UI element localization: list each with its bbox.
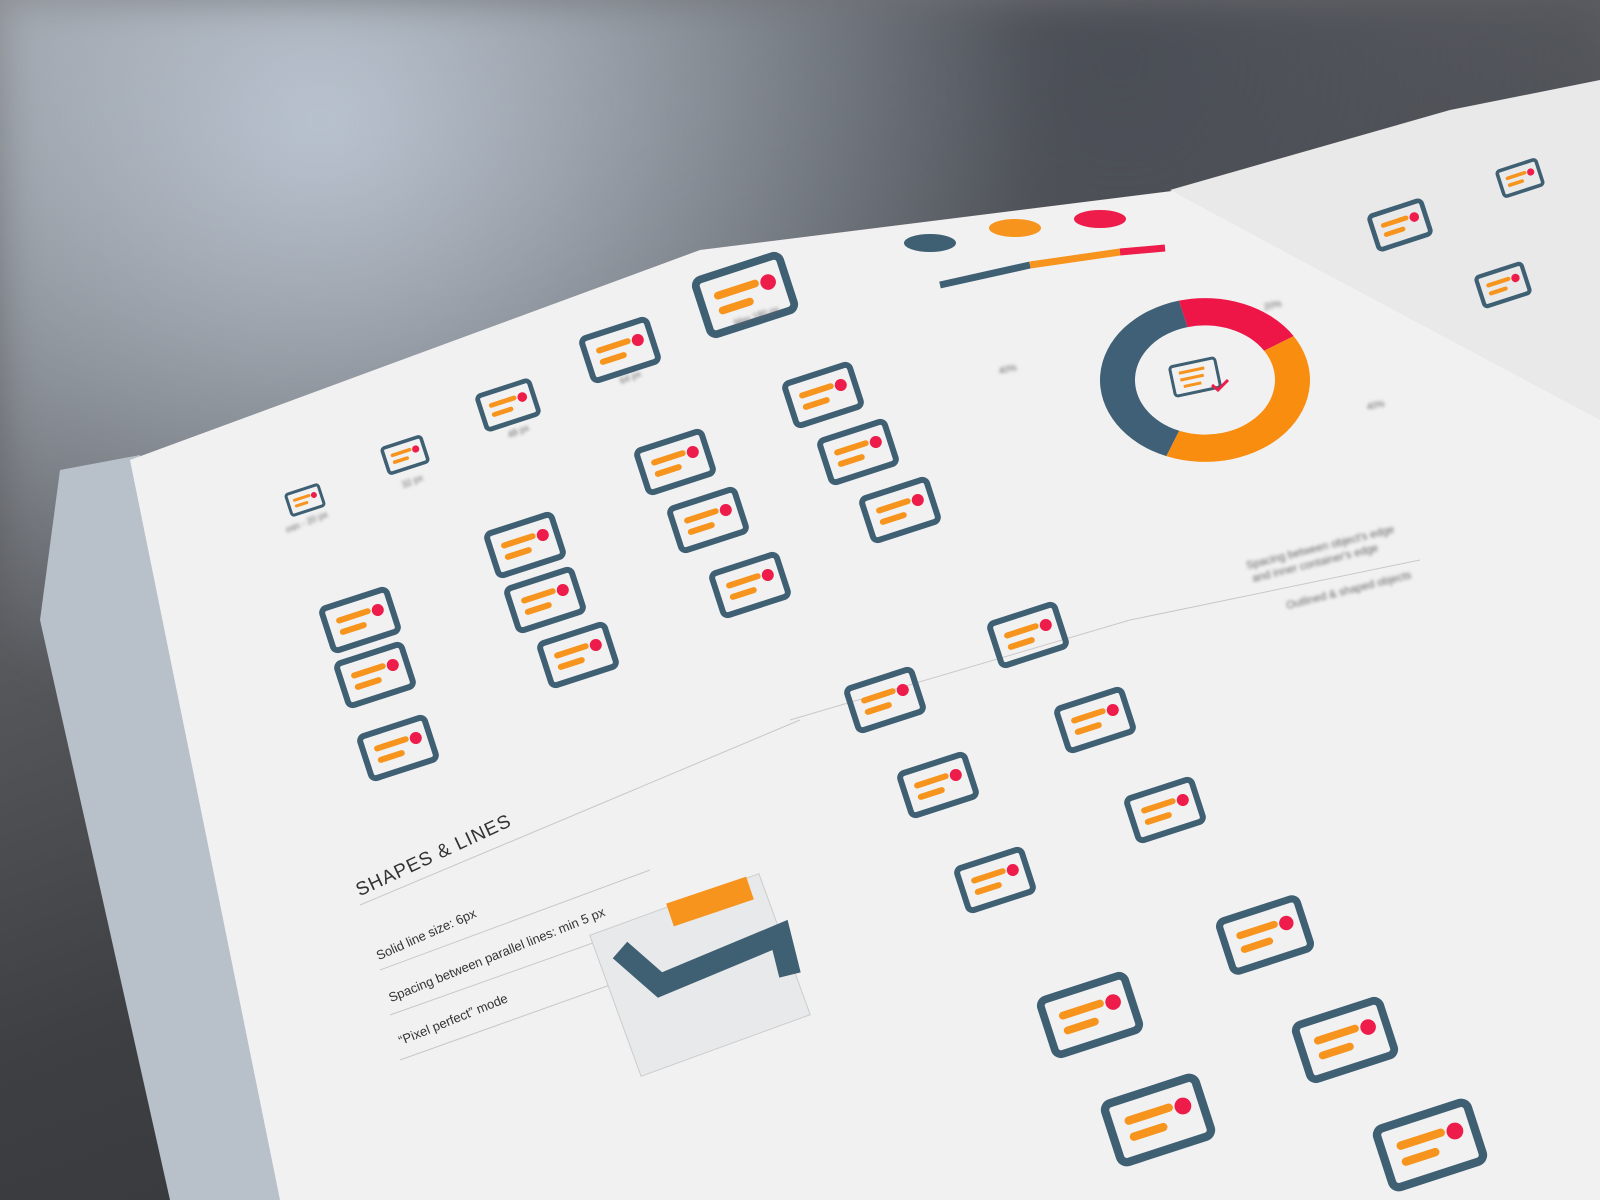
report-icon: [1215, 895, 1315, 975]
antenna-icon: [1291, 996, 1399, 1084]
star-card-icon: [954, 846, 1036, 914]
left-page: [130, 190, 1600, 1200]
mail-icon: [1372, 1098, 1488, 1192]
support-icon: [1036, 971, 1144, 1059]
presentation-icon: [537, 621, 619, 689]
image-icon: [817, 418, 899, 486]
chat-icon: [634, 428, 716, 496]
board-icon: [357, 714, 439, 782]
car-icon: [319, 586, 401, 654]
contact-screen-icon: [897, 751, 979, 819]
video-icon: [380, 435, 430, 475]
donut-segment: [1166, 336, 1310, 462]
mail-icon: [1124, 776, 1206, 844]
car-icon: [1495, 158, 1545, 198]
folder-icon: [667, 486, 749, 554]
id-card-icon: [504, 566, 586, 634]
support-icon: [844, 666, 926, 734]
donut-segment: [1178, 298, 1294, 351]
map-pin-icon: [709, 551, 791, 619]
antenna-icon: [1054, 686, 1136, 754]
video-icon: [475, 378, 541, 432]
donut-chart: [1100, 298, 1310, 462]
car-icon: [1367, 198, 1433, 252]
funnel-icon: [334, 641, 416, 709]
image-icon: [1474, 261, 1532, 309]
donut-segment: [1100, 300, 1188, 457]
video-icon: [691, 251, 799, 339]
video-icon: [284, 483, 326, 517]
pixel-line-sample: [612, 919, 801, 998]
search-eye-icon: [782, 361, 864, 429]
team-icon: [484, 511, 566, 579]
legend-pills: [904, 210, 1166, 289]
video-icon: [579, 316, 661, 384]
donut-center-document-icon: [1168, 356, 1230, 398]
page-stack-edge: [40, 455, 300, 1200]
contact-screen-icon: [1100, 1073, 1216, 1167]
tablet-image-icon: [859, 476, 941, 544]
report-icon: [987, 601, 1069, 669]
